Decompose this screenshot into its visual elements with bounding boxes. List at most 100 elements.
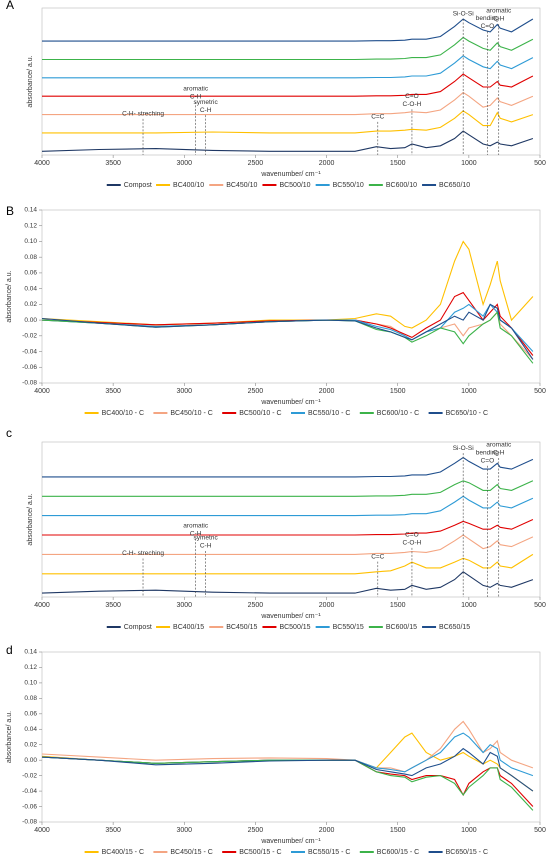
spectrum-line bbox=[41, 756, 534, 807]
x-tick-label: 3500 bbox=[105, 388, 121, 395]
legend-label: BC450/15 - C bbox=[170, 849, 212, 856]
x-tick-label: 2000 bbox=[319, 602, 335, 609]
annotation-text: Si-O-Si bbox=[453, 445, 474, 452]
x-tick-label: 4000 bbox=[34, 388, 50, 395]
annotation-text: symetric bbox=[194, 535, 219, 542]
annotation-text: C-H bbox=[200, 543, 212, 550]
spectrum-line bbox=[42, 518, 534, 536]
annotation-text: C-O-H bbox=[403, 540, 422, 547]
spectrum-line bbox=[42, 456, 534, 478]
y-tick-label: 0.08 bbox=[24, 695, 37, 702]
x-axis-label: wavenumber/ cm⁻¹ bbox=[260, 838, 321, 845]
x-tick-label: 2500 bbox=[248, 160, 264, 167]
y-tick-label: 0.04 bbox=[24, 285, 37, 292]
spectrum-line bbox=[42, 534, 534, 555]
annotation-text: C=O bbox=[481, 23, 495, 30]
y-axis-label: absorbance/ a.u. bbox=[27, 493, 34, 545]
x-tick-label: 500 bbox=[534, 602, 546, 609]
legend-label: BC450/10 - C bbox=[170, 410, 212, 417]
x-tick-label: 4000 bbox=[34, 602, 50, 609]
legend-label: BC650/10 bbox=[439, 182, 470, 189]
spectrum-line bbox=[41, 240, 534, 329]
x-tick-label: 500 bbox=[534, 388, 546, 395]
legend-label: BC550/10 bbox=[333, 182, 364, 189]
y-tick-label: -0.02 bbox=[22, 333, 37, 340]
x-tick-label: 2000 bbox=[319, 827, 335, 834]
panel-label: B bbox=[6, 204, 14, 218]
annotation-text: C-H bbox=[493, 16, 505, 23]
x-tick-label: 500 bbox=[534, 160, 546, 167]
legend-label: BC450/10 bbox=[226, 182, 257, 189]
spectrum-line bbox=[41, 311, 534, 360]
y-tick-label: 0.00 bbox=[24, 317, 37, 324]
annotation-text: aromatic bbox=[486, 8, 512, 15]
y-tick-label: 0.08 bbox=[24, 254, 37, 261]
annotation-text: aromatic bbox=[183, 522, 209, 529]
legend-label: BC400/10 - C bbox=[102, 410, 144, 417]
spectrum-line bbox=[41, 130, 534, 152]
annotation-text: C-H bbox=[190, 530, 202, 537]
spectrum-line bbox=[41, 747, 534, 792]
legend-label: BC550/15 - C bbox=[308, 849, 350, 856]
y-tick-label: -0.08 bbox=[22, 819, 37, 826]
x-tick-label: 1000 bbox=[461, 827, 477, 834]
spectrum-line bbox=[42, 91, 534, 116]
x-tick-label: 4000 bbox=[34, 160, 50, 167]
legend-label: BC600/15 bbox=[386, 624, 417, 631]
y-tick-label: 0.10 bbox=[24, 238, 37, 245]
annotation-text: C=O bbox=[405, 93, 419, 100]
x-tick-label: 1000 bbox=[461, 160, 477, 167]
x-tick-label: 3000 bbox=[176, 602, 192, 609]
x-tick-label: 3500 bbox=[105, 602, 121, 609]
spectrum-line bbox=[42, 36, 534, 61]
x-tick-label: 1000 bbox=[461, 602, 477, 609]
annotation-text: symetric bbox=[194, 99, 219, 106]
x-tick-label: 3500 bbox=[105, 827, 121, 834]
legend-label: BC600/10 bbox=[386, 182, 417, 189]
y-tick-label: 0.06 bbox=[24, 711, 37, 718]
legend-label: BC500/15 bbox=[279, 624, 310, 631]
annotation-text: Si-O-Si bbox=[453, 11, 474, 18]
panel-label: A bbox=[6, 0, 14, 12]
y-tick-label: 0.14 bbox=[24, 649, 37, 656]
x-tick-label: 2500 bbox=[248, 602, 264, 609]
y-axis-label: absorbance/ a.u. bbox=[6, 711, 13, 763]
panel-label: c bbox=[6, 426, 12, 440]
y-tick-label: -0.02 bbox=[22, 772, 37, 779]
spectrum-line bbox=[42, 110, 534, 134]
x-tick-label: 2000 bbox=[319, 160, 335, 167]
y-tick-label: 0.12 bbox=[24, 222, 37, 229]
y-tick-label: 0.02 bbox=[24, 741, 37, 748]
legend-label: BC550/10 - C bbox=[308, 410, 350, 417]
plot-frame bbox=[41, 441, 541, 598]
x-tick-label: 3000 bbox=[176, 160, 192, 167]
annotation-text: C=C bbox=[371, 553, 384, 560]
x-tick-label: 1000 bbox=[461, 388, 477, 395]
x-tick-label: 4000 bbox=[34, 827, 50, 834]
annotation-text: C=O bbox=[481, 457, 495, 464]
annotation-text: bending bbox=[476, 449, 500, 456]
y-tick-label: -0.06 bbox=[22, 364, 37, 371]
legend-label: Compost bbox=[124, 624, 152, 631]
legend-label: BC400/15 bbox=[173, 624, 204, 631]
annotation-text: C=O bbox=[405, 532, 419, 539]
plot-frame bbox=[41, 209, 541, 384]
x-tick-label: 1500 bbox=[390, 827, 406, 834]
annotation-text: aromatic bbox=[486, 442, 512, 449]
y-tick-label: 0.00 bbox=[24, 757, 37, 764]
spectrum-line bbox=[42, 495, 534, 517]
spectrum-line bbox=[41, 303, 534, 352]
spectrum-line bbox=[42, 480, 534, 497]
x-axis-label: wavenumber/ cm⁻¹ bbox=[260, 613, 321, 620]
y-tick-label: -0.06 bbox=[22, 803, 37, 810]
x-axis-label: wavenumber/ cm⁻¹ bbox=[260, 399, 321, 406]
plot-frame bbox=[41, 651, 541, 823]
spectrum-line bbox=[42, 553, 534, 575]
spectrum-line bbox=[42, 55, 534, 79]
spectrum-line bbox=[41, 571, 534, 594]
annotation-text: C-H- streching bbox=[122, 111, 164, 118]
legend-label: BC500/10 - C bbox=[239, 410, 281, 417]
legend-label: BC550/15 bbox=[333, 624, 364, 631]
y-tick-label: 0.02 bbox=[24, 301, 37, 308]
y-axis-label: absorbance/ a.u. bbox=[27, 55, 34, 107]
